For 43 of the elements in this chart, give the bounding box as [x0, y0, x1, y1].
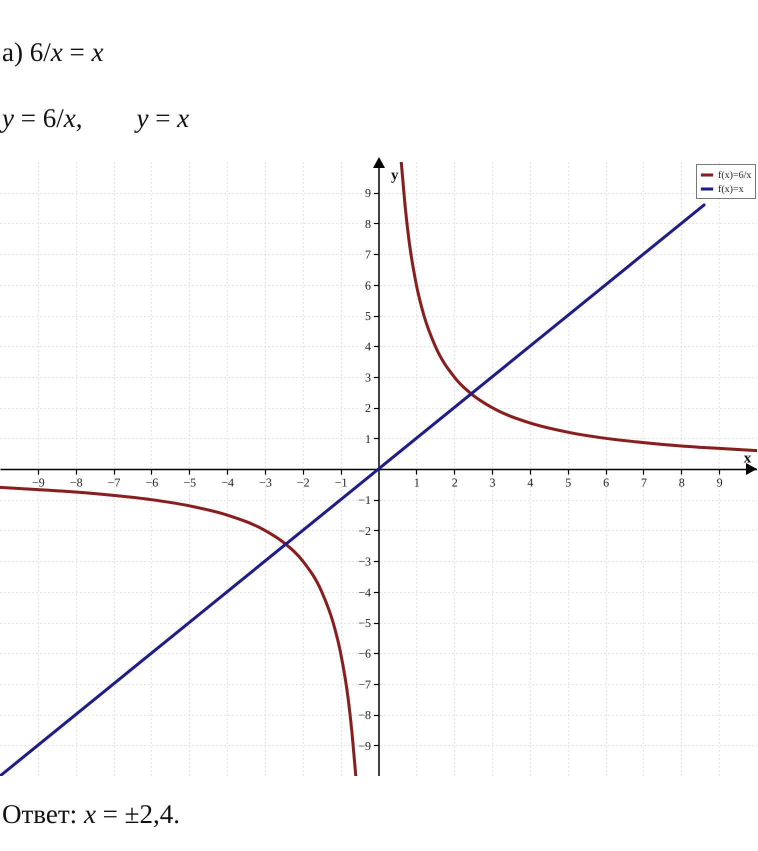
x-tick-label: −3: [259, 476, 272, 490]
x-tick-label: 1: [414, 476, 420, 490]
x-tick-label: −5: [183, 476, 196, 490]
y-tick-label: −6: [358, 646, 371, 661]
x-tick-label: −9: [32, 476, 45, 490]
chart-title: а) 6/x = x: [2, 37, 104, 68]
x-tick-label: −2: [296, 476, 310, 490]
y-tick-label: 6: [365, 278, 371, 292]
x-tick-label: 3: [490, 476, 496, 490]
text: y = 6/x, y = x: [2, 103, 190, 133]
x-tick-label: −1: [334, 476, 348, 490]
y-tick-label: −8: [358, 708, 371, 722]
x-tick-label: −7: [108, 476, 120, 490]
x-tick-label: −6: [146, 476, 158, 490]
x-tick-label: 9: [716, 476, 723, 490]
y-tick-label: −2: [358, 524, 371, 538]
x-tick-label: −8: [70, 476, 83, 490]
y-axis-title: y: [391, 168, 399, 184]
x-axis-title: x: [744, 450, 752, 466]
y-tick-label: 7: [365, 248, 371, 262]
y-tick-label: 1: [365, 432, 371, 446]
text: Ответ: x = ±2,4.: [2, 799, 180, 830]
y-tick-label: 2: [365, 401, 371, 416]
y-tick-label: 4: [365, 340, 371, 354]
x-tick-label: 2: [452, 476, 458, 490]
y-tick-label: −4: [358, 585, 371, 600]
y-tick-label: −7: [358, 677, 371, 692]
x-tick-label: 6: [603, 476, 610, 490]
x-tick-label: 4: [527, 476, 534, 490]
x-tick-label: 5: [565, 476, 572, 490]
legend-label: f(x)=x: [718, 184, 744, 195]
y-tick-label: 3: [365, 370, 371, 384]
legend-label: f(x)=6/x: [718, 170, 752, 181]
x-tick-label: 7: [640, 476, 647, 490]
y-tick-label: −3: [358, 554, 371, 569]
x-tick-label: 8: [678, 476, 685, 490]
y-tick-label: 8: [365, 216, 371, 231]
y-tick-label: −5: [358, 616, 371, 630]
y-tick-label: −9: [358, 738, 371, 753]
x-tick-label: −4: [221, 476, 234, 490]
y-tick-label: −1: [358, 493, 371, 508]
y-tick-label: 5: [365, 309, 371, 323]
y-tick-label: 9: [365, 186, 371, 200]
